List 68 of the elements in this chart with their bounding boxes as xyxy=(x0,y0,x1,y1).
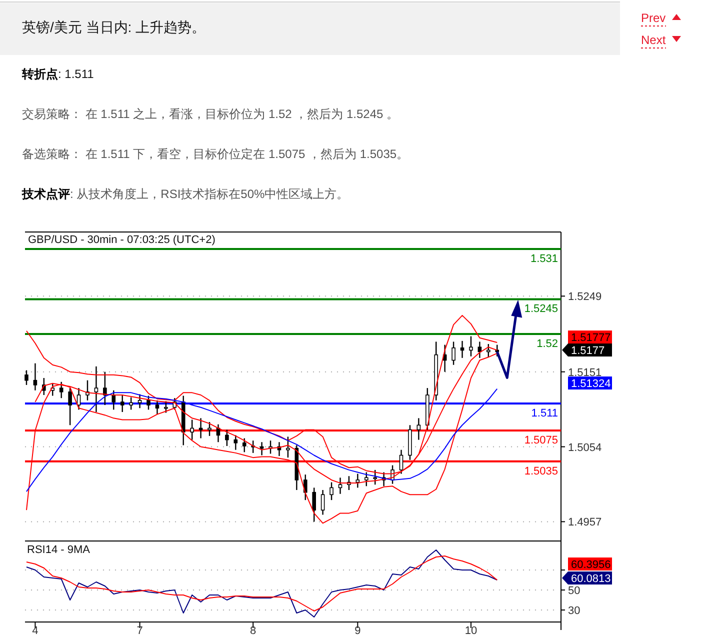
candlestick xyxy=(94,366,98,413)
line-series xyxy=(26,556,498,612)
candlestick xyxy=(286,436,290,458)
candlestick xyxy=(33,362,38,391)
text: 1.51324 xyxy=(571,378,611,390)
candlestick xyxy=(59,381,64,399)
candlestick xyxy=(234,434,238,450)
candlestick xyxy=(364,472,368,487)
candlestick xyxy=(164,400,168,414)
candlestick xyxy=(155,400,160,415)
candlestick xyxy=(478,341,482,359)
candlestick xyxy=(416,418,421,440)
candlestick xyxy=(103,371,107,406)
chart-title: RSI14 - 9MA xyxy=(27,544,91,556)
text: 交易策略： 在 1.511 之上，看涨，目标价位为 1.52 ，然后为 1.5245 。 xyxy=(22,107,399,121)
candlestick xyxy=(68,387,72,426)
y-tick-label: 50 xyxy=(568,585,580,597)
candlestick xyxy=(320,489,325,516)
chart-subtitle: GBP/USD - 30min - 07:03:25 (UTC+2) xyxy=(28,234,216,246)
chart-title: 英镑/美元 当日内: 上升趋势。 xyxy=(22,19,206,35)
text: Next xyxy=(641,33,666,47)
candlestick xyxy=(373,469,377,486)
candlestick xyxy=(190,419,194,440)
x-tick-label: 8 xyxy=(250,625,256,637)
candlestick xyxy=(312,487,316,522)
y-tick-label: 1.5249 xyxy=(568,291,602,304)
ref-line-label: 1.531 xyxy=(530,252,558,265)
x-tick-label: 9 xyxy=(354,625,361,637)
ref-line-label: 1.511 xyxy=(531,407,558,420)
candlestick xyxy=(460,340,464,359)
candlestick xyxy=(399,449,404,474)
candlestick xyxy=(76,387,81,410)
candlestick xyxy=(24,370,28,386)
text: 60.3956 xyxy=(571,559,611,571)
candlestick xyxy=(225,429,229,447)
x-tick-label: 7 xyxy=(136,625,143,637)
candlestick xyxy=(120,394,124,413)
text: 1.51777 xyxy=(571,332,611,344)
x-tick-label: 10 xyxy=(464,625,478,637)
y-tick-label: 1.5151 xyxy=(568,366,602,379)
candlestick xyxy=(469,336,473,357)
candlestick xyxy=(303,474,308,501)
text: Prev xyxy=(641,11,666,25)
text: 60.0813 xyxy=(571,573,611,585)
candlestick xyxy=(452,341,456,366)
y-tick-label: 1.4957 xyxy=(568,516,602,529)
candlestick xyxy=(50,382,55,396)
ref-line-label: 1.52 xyxy=(536,338,558,350)
ref-line-label: 1.5035 xyxy=(524,465,558,478)
text: 技术点评: 从技术角度上，RSI技术指标在50%中性区域上方。 xyxy=(21,187,349,201)
candlestick xyxy=(486,343,490,358)
y-tick-label: 1.5054 xyxy=(568,442,602,454)
text: 转折点: 1.511 xyxy=(21,67,94,81)
candlestick xyxy=(356,473,360,488)
candlestick xyxy=(330,482,334,501)
candlestick xyxy=(242,438,246,453)
text: 1.5177 xyxy=(571,345,605,357)
y-tick-label: 30 xyxy=(568,605,580,617)
ref-line-label: 1.5245 xyxy=(524,303,558,316)
candlestick xyxy=(338,477,342,494)
candlestick xyxy=(208,421,212,437)
candlestick xyxy=(129,396,133,410)
candlestick xyxy=(112,390,116,410)
candlestick xyxy=(138,394,142,409)
text: 备选策略： 在 1.511 下，看空，目标价位定在 1.5075 ，然后为 1.5035。 xyxy=(22,147,409,161)
x-tick-label: 4 xyxy=(32,625,38,637)
candlestick xyxy=(146,395,150,410)
ref-line-label: 1.5075 xyxy=(524,434,558,447)
